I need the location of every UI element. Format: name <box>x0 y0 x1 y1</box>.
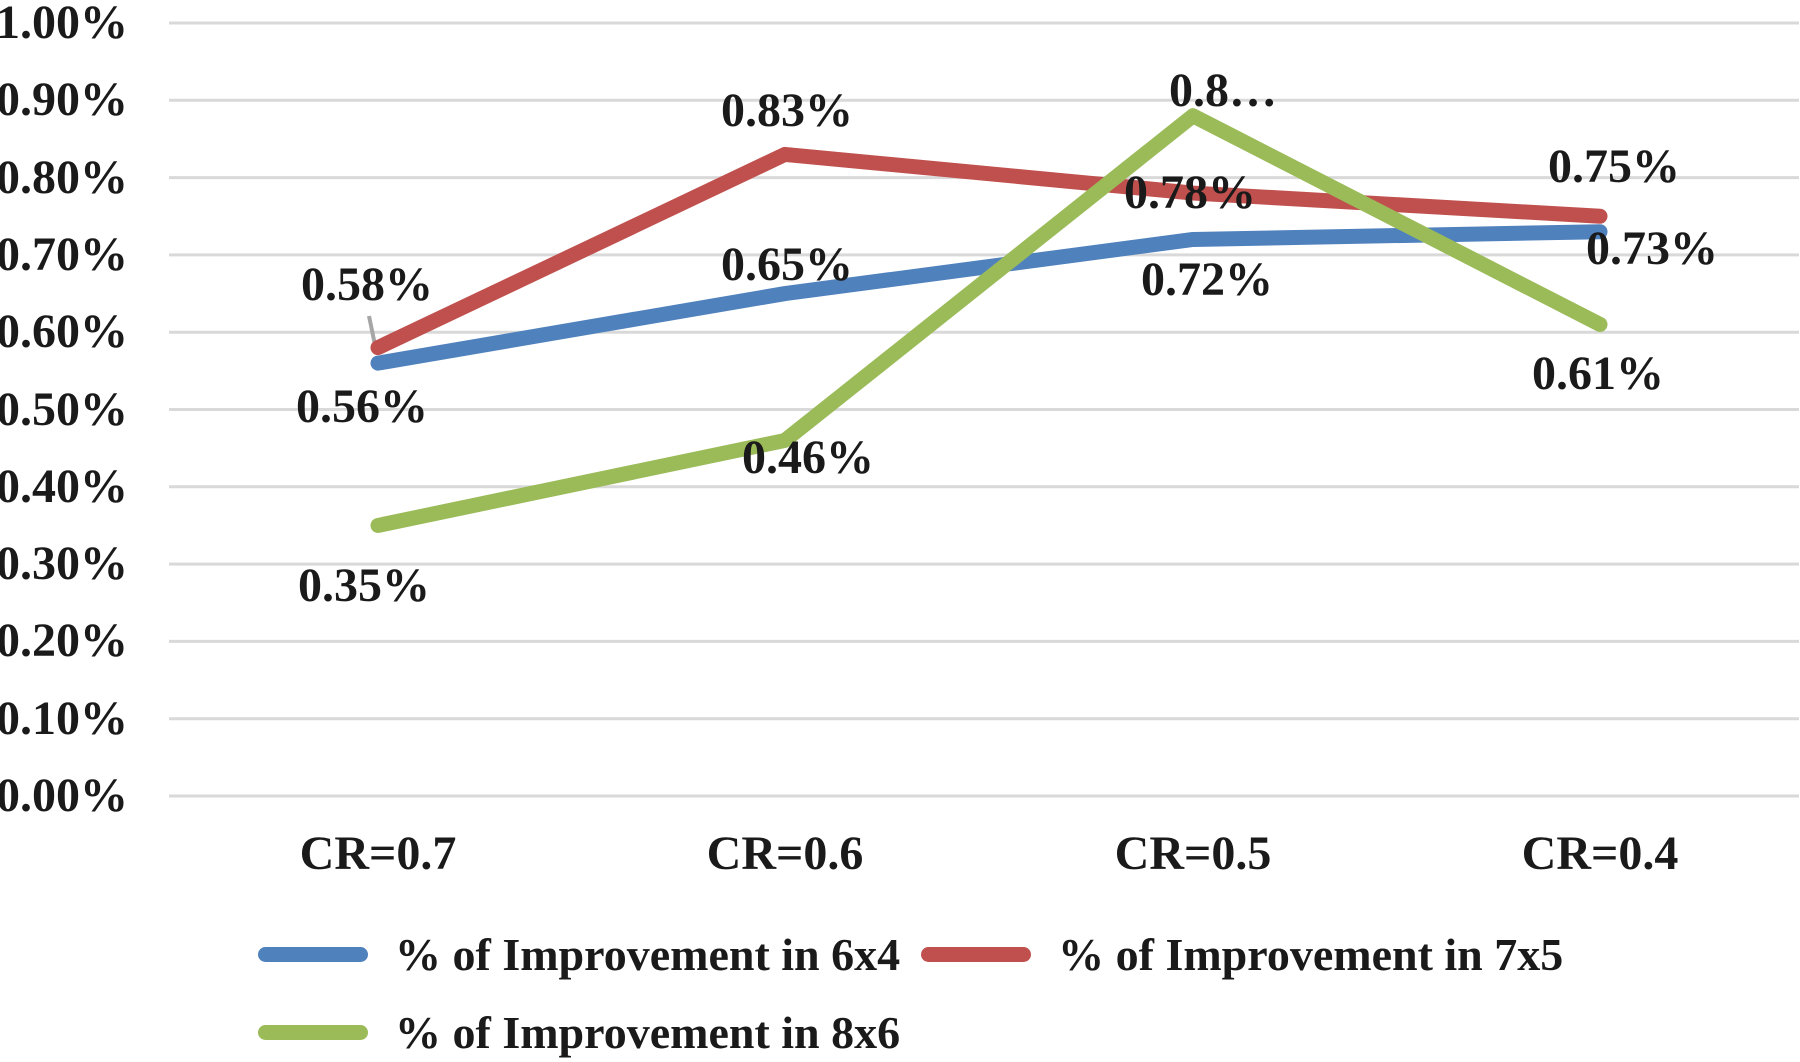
data-label-leader-line <box>367 315 377 346</box>
data-label: 0.75% <box>1548 140 1680 194</box>
series-line-0 <box>370 224 1608 371</box>
data-label: 0.83% <box>721 84 853 138</box>
data-label: 0.58% <box>301 257 433 311</box>
legend-label: % of Improvement in 8x6 <box>395 1006 901 1058</box>
legend-row-2: % of Improvement in 8x6 <box>258 1006 900 1059</box>
legend-row-1: % of Improvement in 6x4 % of Improvement … <box>258 928 1563 981</box>
y-axis-tick-label: 0.20% <box>0 614 128 668</box>
legend-label: % of Improvement in 7x5 <box>1058 928 1564 980</box>
series-line-1 <box>370 146 1608 356</box>
data-label: 0.56% <box>296 380 428 434</box>
x-axis-category-label: CR=0.7 <box>299 827 457 880</box>
data-label: 0.8… <box>1169 63 1277 117</box>
legend-swatch-icon <box>258 946 368 962</box>
y-axis-tick-label: 1.00% <box>0 0 128 49</box>
y-axis-tick-label: 0.50% <box>0 382 128 436</box>
y-axis-tick-label: 0.90% <box>0 73 128 127</box>
legend-item: % of Improvement in 8x6 <box>258 1006 900 1059</box>
x-axis-category-label: CR=0.5 <box>1114 827 1272 880</box>
y-axis-tick-label: 0.40% <box>0 459 128 513</box>
series-line-2 <box>370 108 1608 533</box>
data-label: 0.78% <box>1124 166 1256 220</box>
data-label: 0.35% <box>298 559 430 613</box>
y-axis-tick-label: 0.10% <box>0 691 128 745</box>
y-axis-tick-label: 0.60% <box>0 305 128 359</box>
data-label: 0.61% <box>1532 347 1664 401</box>
y-axis-tick-label: 0.30% <box>0 537 128 591</box>
x-axis-category-label: CR=0.6 <box>706 827 864 880</box>
legend-swatch-icon <box>258 1024 368 1040</box>
x-axis-category-label: CR=0.4 <box>1521 827 1679 880</box>
legend-swatch-icon <box>921 946 1032 962</box>
legend-item: % of Improvement in 7x5 <box>921 928 1563 981</box>
data-label: 0.65% <box>721 237 853 291</box>
y-axis-tick-label: 0.00% <box>0 769 128 822</box>
legend-item: % of Improvement in 6x4 <box>258 928 900 981</box>
data-label: 0.72% <box>1141 253 1273 307</box>
legend-label: % of Improvement in 6x4 <box>395 928 901 980</box>
y-axis-tick-label: 0.80% <box>0 150 128 204</box>
data-label: 0.46% <box>742 431 874 485</box>
data-label: 0.73% <box>1586 221 1718 275</box>
y-axis-tick-label: 0.70% <box>0 227 128 281</box>
